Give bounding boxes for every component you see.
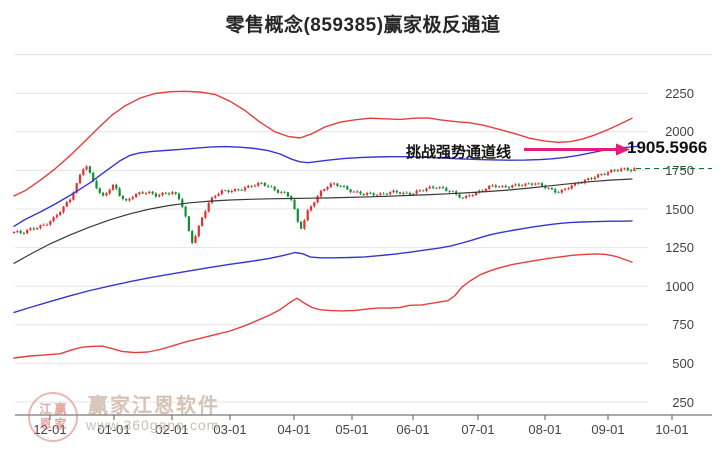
annotation-arrow bbox=[524, 143, 630, 156]
x-axis-tick-label: 04-01 bbox=[277, 422, 311, 437]
lower-red-channel bbox=[13, 253, 633, 359]
y-axis-tick-label: 2000 bbox=[665, 124, 694, 140]
x-axis-tick-label: 10-01 bbox=[655, 422, 689, 437]
y-axis-tick-label: 1250 bbox=[665, 240, 694, 256]
x-axis-tick-label: 03-01 bbox=[213, 422, 247, 437]
channel-annotation-value: 1905.5966 bbox=[627, 138, 708, 157]
y-axis-tick-label: 500 bbox=[672, 355, 694, 371]
upper-blue-channel bbox=[13, 145, 639, 228]
x-axis-tick-label: 09-01 bbox=[591, 422, 625, 437]
x-axis-tick-label: 07-01 bbox=[461, 422, 495, 437]
middle-black-line bbox=[13, 178, 633, 264]
y-axis-tick-label: 1000 bbox=[665, 278, 694, 294]
channel-annotation-label: 挑战强势通道线 bbox=[406, 144, 512, 161]
x-axis-tick-label: 06-01 bbox=[396, 422, 430, 437]
y-axis-tick-label: 1500 bbox=[665, 201, 694, 217]
x-axis-tick-label: 12-01 bbox=[33, 422, 67, 437]
x-axis bbox=[15, 414, 712, 420]
y-axis-tick-label: 1750 bbox=[665, 162, 694, 178]
y-axis-tick-label: 750 bbox=[672, 317, 694, 333]
lower-blue-channel bbox=[13, 220, 633, 314]
x-axis-tick-label: 01-01 bbox=[97, 422, 131, 437]
y-axis-tick-label: 250 bbox=[672, 394, 694, 410]
gridlines bbox=[15, 54, 712, 403]
x-axis-tick-label: 05-01 bbox=[335, 422, 369, 437]
channel-lines bbox=[13, 90, 639, 359]
x-axis-tick-label: 08-01 bbox=[528, 422, 562, 437]
upper-red-channel bbox=[13, 90, 633, 197]
page-title: 零售概念(859385)赢家极反通道 bbox=[225, 15, 501, 36]
candlesticks bbox=[12, 165, 636, 245]
y-axis-tick-label: 2250 bbox=[665, 85, 694, 101]
x-axis-tick-label: 02-01 bbox=[155, 422, 189, 437]
